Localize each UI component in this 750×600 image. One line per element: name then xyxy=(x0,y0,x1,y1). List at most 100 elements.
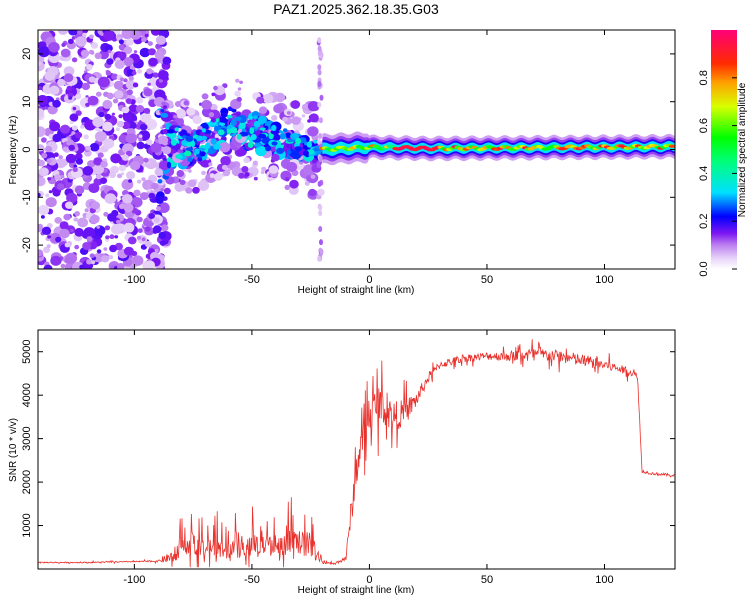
spectrogram-blob xyxy=(253,176,258,181)
spectrogram-blob xyxy=(72,167,78,173)
spectrogram-blob xyxy=(123,246,134,256)
spectrogram-blob xyxy=(57,30,69,35)
spectrogram-blob xyxy=(63,213,71,221)
spectrogram-blob xyxy=(174,182,185,192)
spectrogram-blob xyxy=(139,123,148,131)
spectrogram-blob xyxy=(150,30,161,36)
spectrogram-peak xyxy=(249,127,255,135)
spectrogram-blob xyxy=(113,80,124,90)
spectrogram-blob xyxy=(47,105,58,115)
spectrogram-blob xyxy=(235,78,240,83)
spectrogram-blob xyxy=(47,235,51,239)
spectrogram-peak xyxy=(215,118,221,122)
spectrogram-blob xyxy=(94,131,107,142)
spectrogram-blob xyxy=(173,114,178,119)
spectrogram-streak xyxy=(319,248,324,255)
spectrogram-peak xyxy=(265,146,272,152)
spectrogram-blob xyxy=(126,171,136,180)
spectrogram-blob xyxy=(79,264,85,269)
spectrogram-blob xyxy=(63,73,74,83)
spectrogram-blob xyxy=(273,104,284,114)
spectrogram-blob xyxy=(161,101,166,106)
spectrogram-peak xyxy=(307,149,315,155)
spectrogram-blob xyxy=(105,70,112,76)
spectrogram-y-ticks: -20 -10 0 10 20 xyxy=(21,48,675,253)
spectrogram-peak xyxy=(201,128,206,133)
spectrogram-blob xyxy=(75,158,84,165)
spectrogram-blob xyxy=(230,108,234,112)
spectrogram-blob xyxy=(311,158,317,164)
spectrogram-blob xyxy=(80,125,85,129)
spectrogram-blob xyxy=(77,30,82,35)
snr-x-tick-label: -50 xyxy=(244,574,260,586)
spectrogram-blob xyxy=(47,177,51,181)
spectrogram-blob xyxy=(257,115,267,125)
spectrogram-peak xyxy=(259,127,266,131)
spectrogram-blob xyxy=(72,106,77,111)
spectrogram-blob xyxy=(239,80,244,85)
spectrogram-blob xyxy=(290,100,301,109)
spectrogram-peak xyxy=(229,129,238,134)
spectrogram-blob xyxy=(81,82,90,91)
spectrogram-blob xyxy=(89,34,94,39)
spectrogram-peak xyxy=(290,132,300,140)
spectrogram-blob xyxy=(129,30,142,40)
spectrogram-blob xyxy=(123,203,134,213)
spectrogram-blob xyxy=(141,37,147,43)
spectrogram-blob xyxy=(49,85,60,95)
spectrogram-blob xyxy=(123,57,134,67)
spectrogram-blob xyxy=(156,206,161,211)
spectrogram-blob xyxy=(82,166,94,176)
spectrogram-blob xyxy=(154,89,166,100)
spectrogram-blob xyxy=(129,104,138,112)
spectrogram-blob xyxy=(154,249,159,253)
spectrogram-peak xyxy=(198,147,206,151)
spectrogram-blob xyxy=(197,180,210,191)
spectrogram-blob xyxy=(48,190,53,194)
spectrogram-blob xyxy=(69,113,79,122)
spectrogram-blob xyxy=(90,42,99,49)
spectrogram-blob xyxy=(106,58,114,65)
spectrogram-blob xyxy=(88,183,100,194)
spectrogram-blob xyxy=(147,82,151,86)
spectrogram-blob xyxy=(162,124,167,129)
spectrogram-peak xyxy=(238,123,246,130)
spectrogram-blob xyxy=(83,227,96,238)
spectrogram-blob xyxy=(288,185,299,195)
spectrogram-streak xyxy=(317,50,322,57)
spectrogram-blob xyxy=(87,95,99,106)
spectrogram-peak xyxy=(254,143,262,148)
spectrogram-blob xyxy=(271,153,280,162)
spectrogram-blob xyxy=(158,160,170,171)
spectrogram-blob xyxy=(139,47,151,58)
spectrogram-blob xyxy=(63,66,75,76)
spectrogram-blob xyxy=(114,30,121,35)
spectrogram-blob xyxy=(286,111,291,115)
spectrogram-blob xyxy=(74,227,84,237)
spectrogram-blob xyxy=(83,134,89,140)
spectrogram-blob xyxy=(43,246,50,254)
spectrogram-peak xyxy=(213,143,221,150)
spectrogram-blob xyxy=(148,192,156,199)
spectrogram-x-tick-label: 50 xyxy=(481,274,493,286)
spectrogram-blob xyxy=(138,134,143,139)
spectrogram-blob xyxy=(262,93,274,104)
spectrogram-blob xyxy=(68,30,78,36)
spectrogram-blob xyxy=(153,217,160,223)
spectrogram-blob xyxy=(136,216,143,223)
spectrogram-blob xyxy=(310,174,316,179)
spectrogram-peak xyxy=(219,116,227,123)
spectrogram-blob xyxy=(38,95,49,106)
spectrogram-blob xyxy=(88,76,96,83)
spectrogram-blob xyxy=(155,35,167,45)
spectrogram-blob xyxy=(96,225,100,229)
spectrogram-blob xyxy=(45,197,57,208)
spectrogram-blob xyxy=(110,153,122,164)
colorbar-tick-label: 0.6 xyxy=(698,118,710,133)
spectrogram-blob xyxy=(45,193,50,198)
spectrogram-blob xyxy=(82,32,87,38)
spectrogram-blob xyxy=(116,120,125,128)
spectrogram-blob xyxy=(90,214,100,224)
spectrogram-peak xyxy=(287,139,294,143)
spectrogram-blob xyxy=(141,237,146,242)
